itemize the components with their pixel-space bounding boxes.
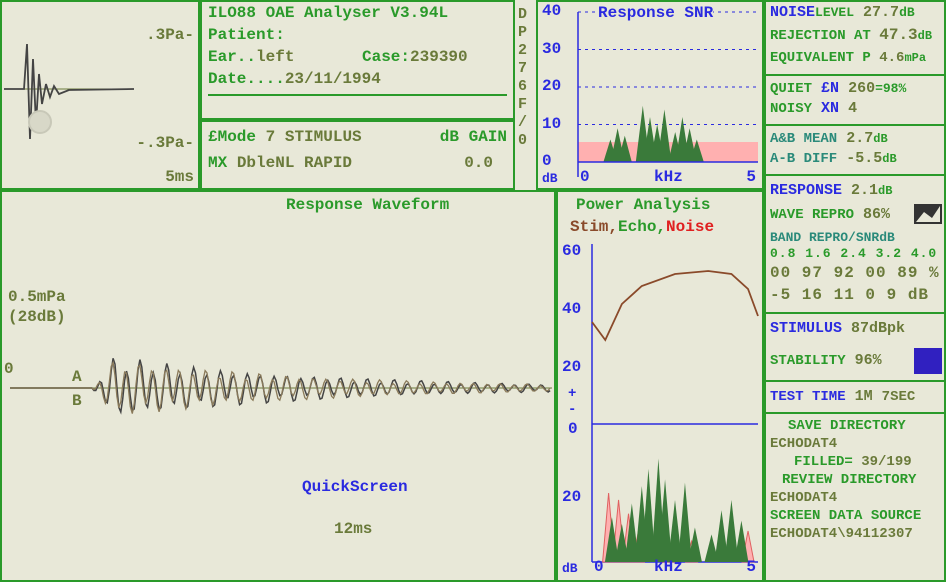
snr-side-label: D P 2 7 6 F / 0: [518, 6, 527, 150]
stim-top-scale: .3Pa-: [146, 26, 194, 44]
mode-num: 7: [266, 128, 276, 146]
savedir-val: ECHODAT4: [770, 436, 837, 452]
equiv-val: 4.6: [879, 50, 904, 66]
snr-db: dB: [542, 171, 558, 186]
quiet-label: QUIET: [770, 81, 812, 97]
src-label: SCREEN DATA SOURCE: [770, 508, 921, 524]
mode-label: £Mode: [208, 128, 256, 146]
testtime-min: 1M: [855, 388, 873, 405]
ear-label: Ear..: [208, 48, 256, 66]
power-db: dB: [562, 561, 578, 576]
gain-val: 0.0: [464, 154, 493, 172]
testtime-label: TEST TIME: [770, 389, 846, 405]
savedir-label: SAVE DIRECTORY: [788, 418, 906, 434]
snr-chart: [538, 2, 762, 188]
power-plus: +: [568, 386, 576, 402]
noisy-val: 4: [848, 100, 857, 117]
power-xlabel: kHz: [654, 558, 683, 576]
gain-label: dB GAIN: [440, 128, 507, 146]
quiet-val: 260: [848, 80, 875, 97]
snr-x5: 5: [746, 168, 756, 186]
stim-time: 5ms: [165, 168, 194, 186]
stimulus-val: 87dBpk: [851, 320, 905, 337]
stab-label: STABILITY: [770, 353, 846, 369]
stimulus-wave-panel: .3Pa- -.3Pa- 5ms: [0, 0, 200, 190]
band-db-row: -5 16 11 0 9 dB: [770, 286, 929, 304]
filled-label: FILLED=: [794, 454, 853, 470]
quiet-sym: £N: [821, 80, 839, 97]
wrepro-label: WAVE REPRO: [770, 207, 854, 223]
rej-unit: dB: [918, 29, 932, 43]
power-y40: 40: [562, 300, 581, 318]
quiet-pct: =98%: [875, 81, 906, 96]
stimulus-label: STIMULUS: [770, 320, 842, 337]
mx-label: MX: [208, 154, 227, 172]
power-y0: 0: [568, 420, 578, 438]
abmean-val: 2.7: [846, 130, 873, 147]
power-chart: [558, 192, 762, 580]
response-waveform-panel: Response Waveform 0.5mPa (28dB) 0 A B Qu…: [0, 190, 556, 582]
date-value: 23/11/1994: [285, 70, 381, 88]
power-x0: 0: [594, 558, 604, 576]
wrepro-icon: [914, 204, 942, 224]
app-title: ILO88 OAE Analyser V3.94L: [208, 4, 448, 22]
rej-label: REJECTION AT: [770, 28, 871, 44]
power-y20n: 20: [562, 488, 581, 506]
snr-xlabel: kHz: [654, 168, 683, 186]
power-analysis-panel: Power Analysis Stim,Echo,Noise 60 40 20 …: [556, 190, 764, 582]
equiv-label: EQUIVALENT P: [770, 50, 871, 66]
response-wave-svg: [2, 192, 554, 580]
abdiff-val: -5.5: [846, 150, 882, 167]
ear-value: left: [256, 48, 294, 66]
power-y60: 60: [562, 242, 581, 260]
band-label: BAND REPRO/SNRdB: [770, 230, 895, 245]
mx-val: DbleNL RAPID: [237, 154, 352, 172]
revdir-val: ECHODAT4: [770, 490, 837, 506]
rej-val: 47.3: [879, 26, 917, 44]
resp-label: RESPONSE: [770, 182, 842, 199]
case-value: 239390: [410, 48, 468, 66]
filled-val: 39/199: [861, 454, 911, 470]
stim-bot-scale: -.3Pa-: [136, 134, 194, 152]
src-val: ECHODAT4\94112307: [770, 526, 913, 542]
power-y20: 20: [562, 358, 581, 376]
noisy-sym: XN: [821, 100, 839, 117]
snr-x0: 0: [580, 168, 590, 186]
noise-label: NOISE: [770, 4, 815, 21]
revdir-label: REVIEW DIRECTORY: [782, 472, 916, 488]
abdiff-label: A-B DIFF: [770, 151, 837, 167]
abmean-label: A&B MEAN: [770, 131, 837, 147]
date-label: Date....: [208, 70, 285, 88]
noisy-label: NOISY: [770, 101, 812, 117]
wrepro-val: 86%: [863, 206, 890, 223]
stab-val: 96%: [855, 352, 882, 369]
mode-panel: £Mode 7 STIMULUS dB GAIN MX DbleNL RAPID…: [200, 120, 515, 190]
mode-val: STIMULUS: [285, 128, 362, 146]
power-minus: -: [568, 402, 576, 418]
case-label: Case:: [362, 48, 410, 66]
power-x5: 5: [746, 558, 756, 576]
abmean-unit: dB: [873, 132, 887, 146]
snr-panel: Response SNR 0 kHz 5 dB 403020100: [536, 0, 764, 190]
noise-level-lbl: LEVEL: [815, 5, 854, 20]
resp-unit: dB: [878, 184, 892, 198]
header-panel: ILO88 OAE Analyser V3.94L Patient: Ear..…: [200, 0, 515, 120]
stim-wave-svg: [4, 4, 134, 184]
hole-icon: [28, 110, 52, 134]
testtime-sec: 7SEC: [882, 389, 916, 405]
noise-level: 27.7: [863, 4, 899, 21]
right-column: NOISELEVEL 27.7dB REJECTION AT 47.3dB EQ…: [764, 0, 946, 582]
band-hz-row: 0.8 1.6 2.4 3.2 4.0 KHz: [770, 246, 946, 261]
equiv-unit: mPa: [904, 51, 926, 65]
band-pct-row: 00 97 92 00 89 %: [770, 264, 940, 282]
resp-val: 2.1: [851, 182, 878, 199]
noise-unit: dB: [899, 5, 915, 20]
stab-block: [914, 348, 942, 374]
patient-label: Patient:: [208, 26, 285, 44]
snr-title: Response SNR: [598, 4, 713, 22]
